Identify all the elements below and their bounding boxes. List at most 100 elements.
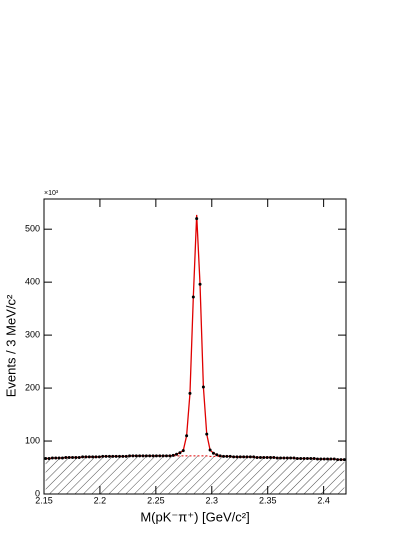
data-point [315, 457, 319, 461]
data-point [178, 451, 182, 455]
data-point [312, 457, 316, 461]
data-point [154, 454, 158, 458]
data-point [258, 455, 262, 459]
fit-line [45, 214, 345, 461]
data-point [215, 453, 219, 457]
data-point [255, 455, 259, 459]
data-point [111, 454, 115, 458]
data-point [245, 455, 249, 459]
data-point [141, 454, 145, 458]
data-point [198, 282, 202, 286]
data-point [175, 452, 179, 456]
data-point [252, 455, 256, 459]
data-point [265, 455, 269, 459]
data-point [232, 455, 236, 459]
x-tick-label: 2.25 [147, 495, 165, 505]
data-point [342, 458, 346, 462]
x-tick-label: 2.4 [317, 495, 330, 505]
data-point [185, 434, 189, 438]
data-point [292, 456, 296, 460]
data-point [87, 455, 91, 459]
y-tick-label: 300 [25, 329, 40, 339]
data-point [134, 454, 138, 458]
x-tick-label: 2.3 [206, 495, 219, 505]
data-point [225, 454, 229, 458]
x-tick-label: 2.2 [94, 495, 107, 505]
data-point [164, 454, 168, 458]
data-point [107, 454, 111, 458]
data-point [50, 456, 54, 460]
y-tick-label: 400 [25, 277, 40, 287]
data-point [44, 457, 48, 461]
data-point [131, 454, 135, 458]
data-point [336, 458, 340, 462]
data-point [222, 454, 226, 458]
data-point [279, 456, 283, 460]
data-point [275, 456, 279, 460]
data-point [168, 454, 172, 458]
y-tick-label: 500 [25, 224, 40, 234]
data-point [97, 455, 101, 459]
data-point [64, 455, 68, 459]
data-point [191, 295, 195, 299]
data-point [262, 455, 266, 459]
data-point [84, 455, 88, 459]
data-point [114, 454, 118, 458]
data-point [161, 454, 165, 458]
data-point [94, 455, 98, 459]
data-point [67, 455, 71, 459]
data-point [81, 455, 85, 459]
data-point [74, 455, 78, 459]
data-point [57, 456, 61, 460]
plot-frame [43, 198, 347, 495]
data-point [295, 457, 299, 461]
data-point [138, 454, 142, 458]
data-point [71, 455, 75, 459]
y-tick-label: 200 [25, 382, 40, 392]
data-point [282, 456, 286, 460]
data-point [158, 454, 162, 458]
data-point [181, 449, 185, 453]
data-point [54, 456, 58, 460]
data-point [332, 457, 336, 461]
data-point [218, 454, 222, 458]
x-tick-label: 2.35 [259, 495, 277, 505]
data-point [309, 457, 313, 461]
data-point [242, 455, 246, 459]
y-tick-label: 100 [25, 435, 40, 445]
data-point [299, 457, 303, 461]
data-point [205, 432, 209, 436]
data-point [235, 455, 239, 459]
data-point [305, 457, 309, 461]
data-point [272, 455, 276, 459]
data-point [171, 453, 175, 457]
data-point [195, 217, 199, 221]
data-point [326, 457, 330, 461]
data-point [329, 457, 333, 461]
data-point [77, 455, 81, 459]
data-point [228, 454, 232, 458]
data-point [211, 451, 215, 455]
data-point [124, 454, 128, 458]
data-point [188, 391, 192, 395]
data-point [121, 454, 125, 458]
data-point [118, 454, 121, 458]
data-point [148, 454, 152, 458]
data-point [238, 455, 242, 459]
data-point [302, 457, 306, 461]
data-point [144, 454, 148, 458]
data-point [60, 456, 64, 460]
x-axis-label: M(pK⁻π⁺) [GeV/c²] [140, 509, 249, 524]
data-point [289, 456, 293, 460]
y-tick-label: 0 [35, 488, 40, 498]
data-point [319, 457, 323, 461]
data-point [248, 455, 252, 459]
y-axis-label: Events / 3 MeV/c² [3, 294, 18, 397]
data-point [201, 385, 205, 389]
background-area [45, 455, 345, 494]
data-point [151, 454, 155, 458]
data-point [101, 454, 105, 458]
data-point [269, 455, 272, 459]
data-point [104, 454, 108, 458]
